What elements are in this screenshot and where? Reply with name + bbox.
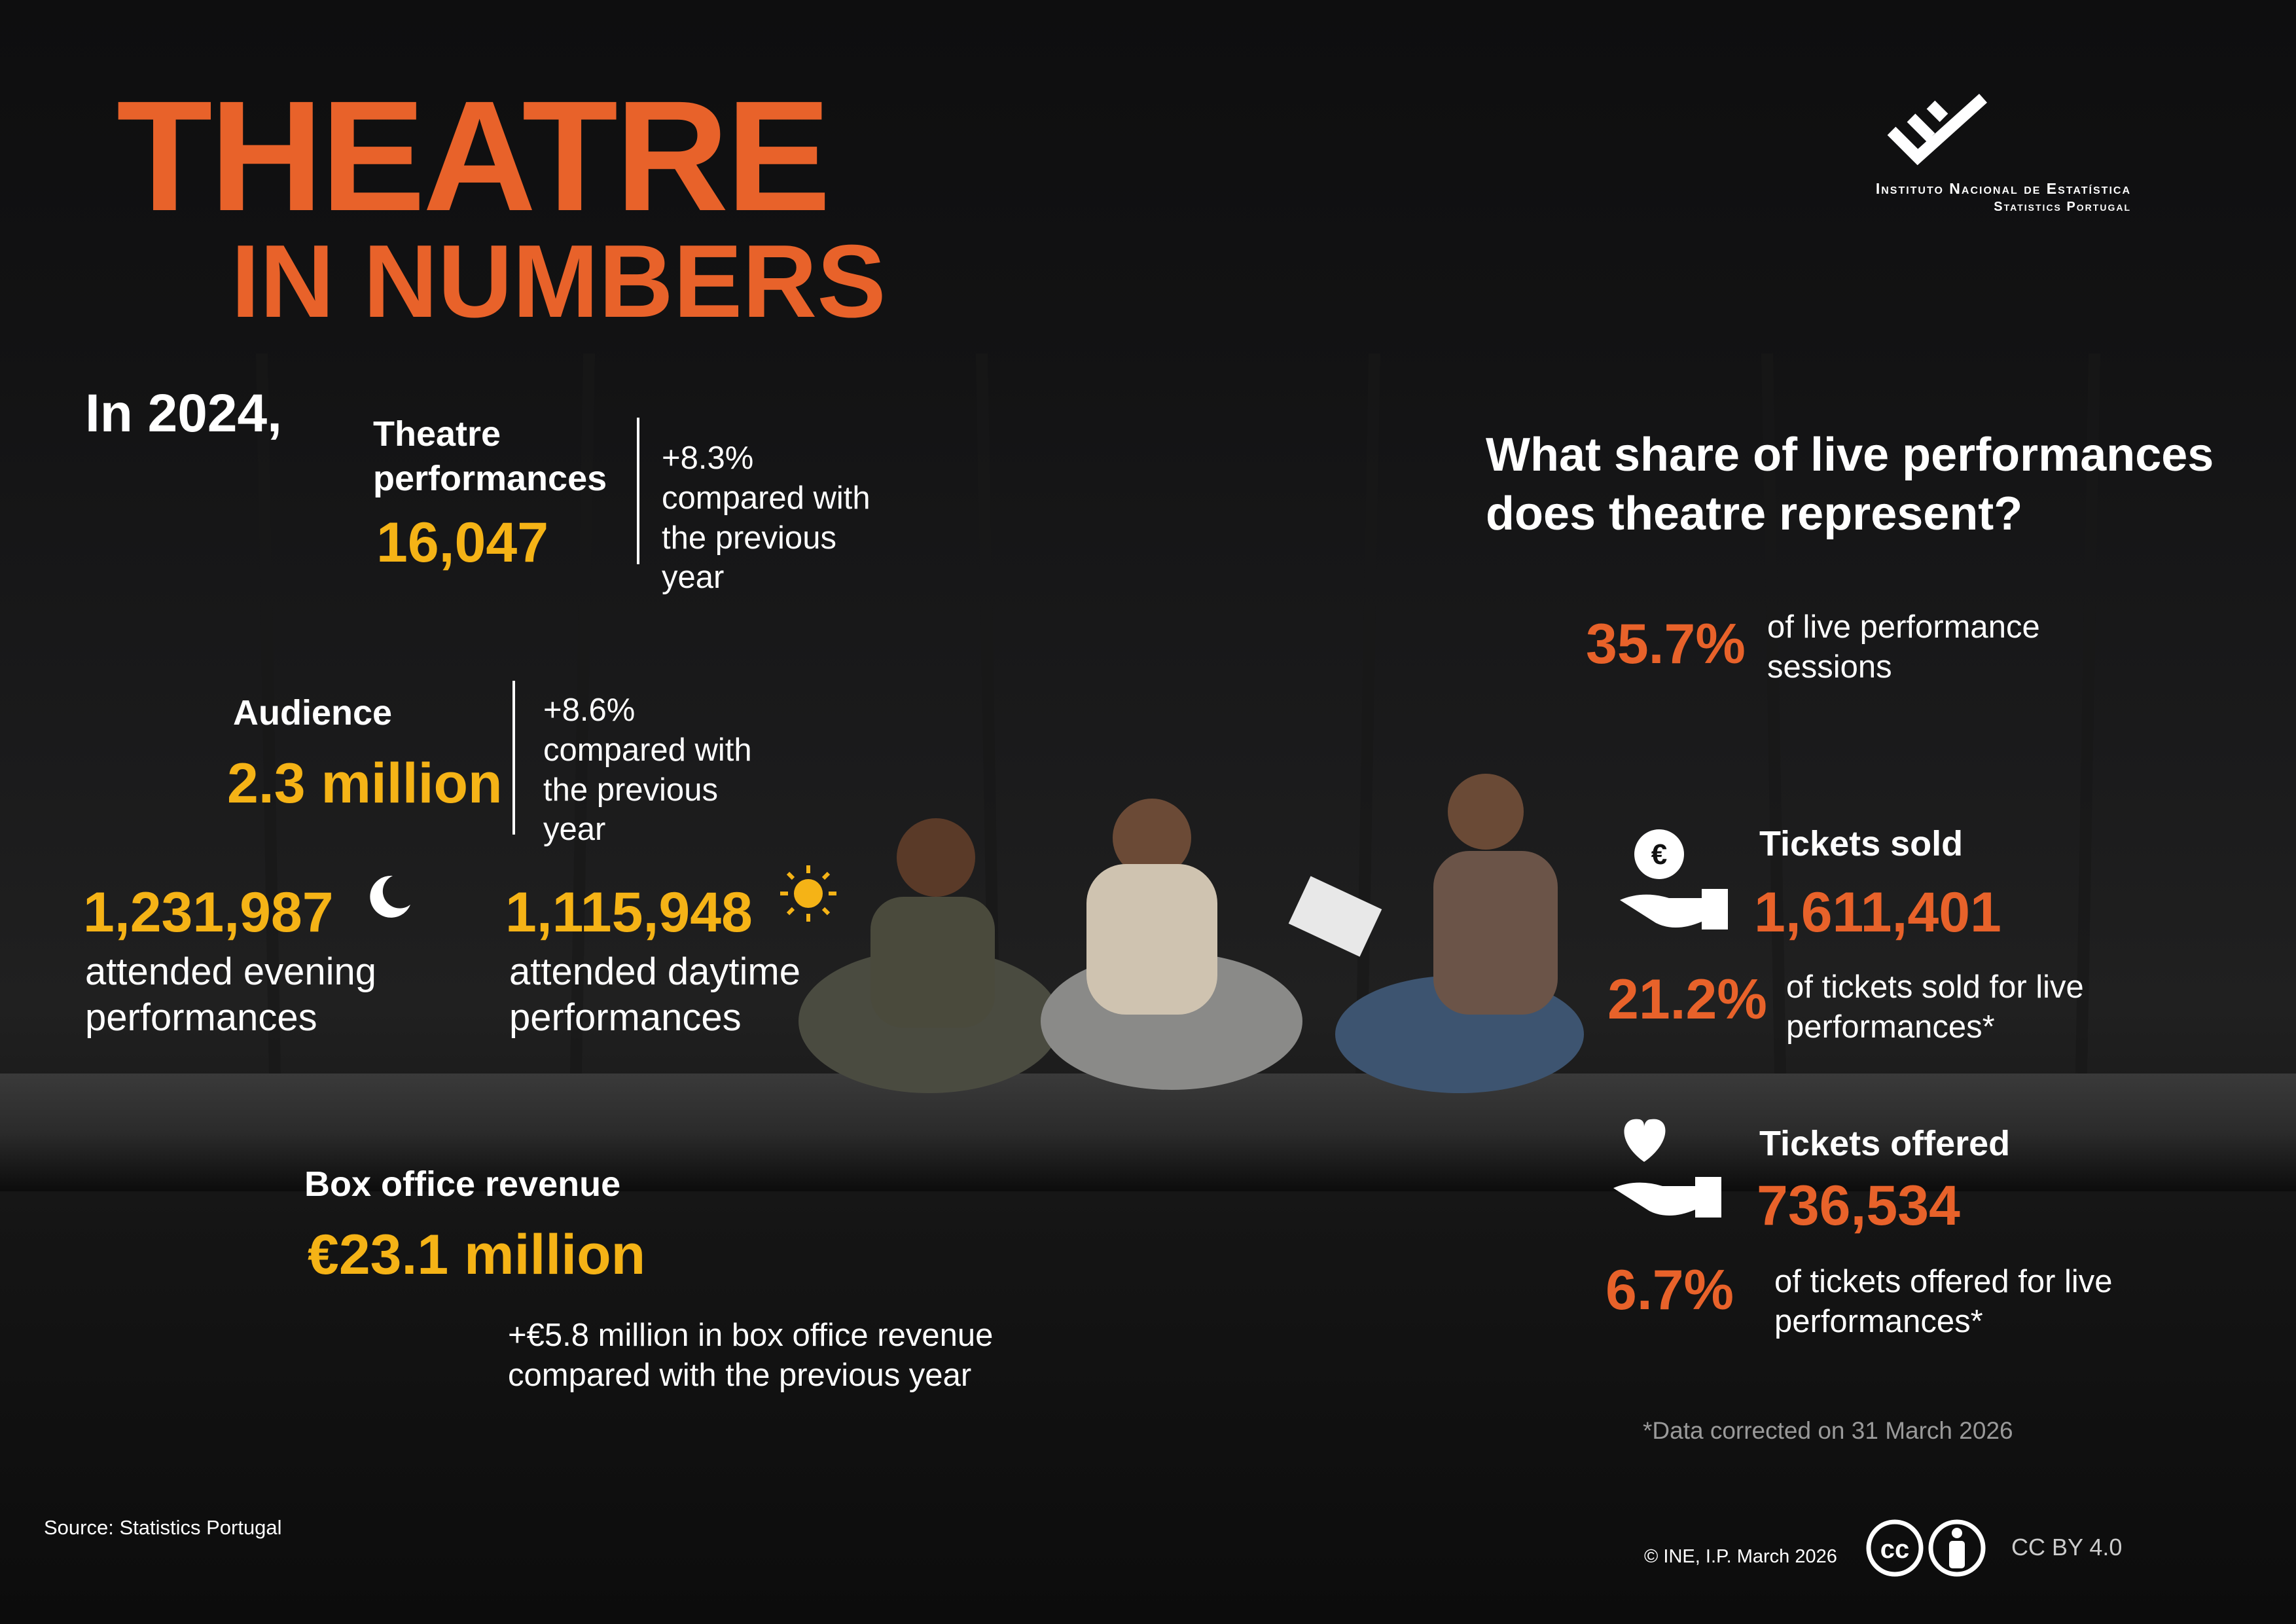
share-caption: of live performance sessions <box>1767 609 2040 685</box>
share-caption: of tickets offered for live performances… <box>1774 1264 2113 1339</box>
license: CC BY 4.0 <box>2011 1534 2123 1561</box>
note: *Data corrected on 31 March 2026 <box>1643 1417 2013 1444</box>
stat-caption: attended daytime performances <box>509 950 800 1039</box>
stat-caption: attended evening performances <box>85 950 377 1039</box>
stat-label: Tickets offered <box>1759 1124 2011 1163</box>
license-icons: cc <box>1866 1519 1986 1577</box>
performers <box>798 774 1584 1093</box>
stat-value: 736,534 <box>1757 1174 1960 1237</box>
svg-text:€: € <box>1651 839 1667 871</box>
stat-label: Box office revenue <box>304 1164 621 1204</box>
stat-change: +€5.8 million in box office revenue comp… <box>508 1318 994 1393</box>
share-value: 6.7% <box>1605 1259 1734 1322</box>
sun-icon <box>780 865 836 922</box>
divider <box>637 418 639 564</box>
stat-label: Theatre performances <box>373 414 607 498</box>
share-value: 21.2% <box>1607 968 1767 1031</box>
logo-mark <box>1887 94 1988 166</box>
share-caption: of tickets sold for live performances* <box>1786 969 2084 1045</box>
intro: In 2024, <box>85 384 282 443</box>
divider <box>512 681 515 835</box>
svg-text:cc: cc <box>1880 1535 1910 1564</box>
title: THEATRE <box>117 68 831 244</box>
stat-value: 1,115,948 <box>505 881 753 944</box>
logo-text: Statistics Portugal <box>1994 200 2131 214</box>
stat-label: Audience <box>233 693 393 732</box>
stat-change: +8.3% compared with the previous year <box>662 441 870 596</box>
subtitle: IN NUMBERS <box>231 224 886 339</box>
stat-value: 16,047 <box>376 511 549 574</box>
source: Source: Statistics Portugal <box>44 1516 282 1539</box>
stat-value: 1,611,401 <box>1754 881 2001 944</box>
share-value: 35.7% <box>1586 613 1746 676</box>
ticket-icon: € <box>1620 829 1728 929</box>
stat-value: 1,231,987 <box>83 881 334 944</box>
heart-icon <box>1613 1119 1721 1218</box>
stat-value: €23.1 million <box>308 1223 646 1286</box>
copyright: © INE, I.P. March 2026 <box>1644 1546 1837 1567</box>
stat-change: +8.6% compared with the previous year <box>543 693 752 848</box>
stat-label: Tickets sold <box>1759 824 1964 863</box>
stat-value: 2.3 million <box>227 752 503 815</box>
question: What share of live performances does the… <box>1486 429 2214 540</box>
moon-icon <box>370 875 410 918</box>
logo-text: Instituto Nacional de Estatística <box>1875 180 2131 197</box>
